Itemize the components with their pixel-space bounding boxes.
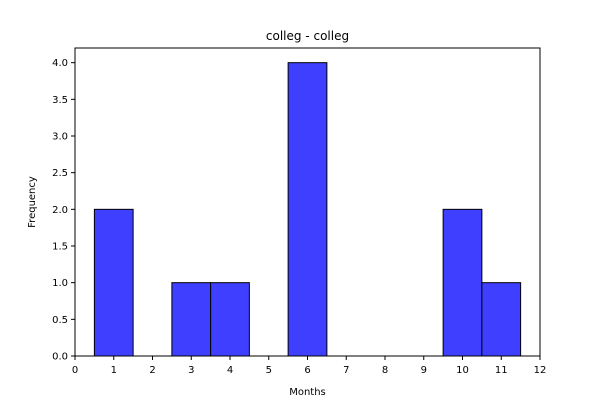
histogram-bar-3 bbox=[287, 62, 328, 357]
y-tick-label: 1.5 bbox=[52, 242, 68, 253]
y-tick-label: 3.0 bbox=[52, 132, 68, 143]
histogram-bar-2 bbox=[210, 282, 250, 357]
x-tick-label: 0 bbox=[72, 365, 78, 376]
histogram-bar-0 bbox=[93, 208, 134, 357]
x-tick-label: 6 bbox=[304, 365, 310, 376]
histogram-bar-1 bbox=[171, 282, 212, 357]
y-tick-label: 2.0 bbox=[52, 205, 68, 216]
y-tick-label: 0.5 bbox=[52, 315, 68, 326]
x-tick-label: 1 bbox=[111, 365, 117, 376]
x-tick-label: 12 bbox=[534, 365, 547, 376]
x-tick-label: 8 bbox=[382, 365, 388, 376]
x-axis-label: Months bbox=[289, 387, 326, 398]
x-tick-label: 5 bbox=[266, 365, 272, 376]
x-tick-label: 7 bbox=[343, 365, 349, 376]
x-tick-label: 10 bbox=[456, 365, 469, 376]
x-axis-ticks: 0 1 2 3 4 5 6 7 8 9 10 11 12 bbox=[72, 356, 547, 376]
y-tick-label: 0.0 bbox=[52, 352, 68, 363]
y-tick-label: 3.5 bbox=[52, 95, 68, 106]
histogram-bar-4 bbox=[442, 208, 483, 357]
chart-title: colleg - colleg bbox=[266, 29, 349, 43]
x-tick-label: 3 bbox=[188, 365, 194, 376]
y-axis-ticks: 0.0 0.5 1.0 1.5 2.0 2.5 3.0 3.5 4.0 bbox=[52, 58, 75, 363]
x-tick-label: 9 bbox=[421, 365, 427, 376]
histogram-bar-5 bbox=[481, 282, 522, 357]
y-tick-label: 1.0 bbox=[52, 278, 68, 289]
bars-layer bbox=[93, 62, 522, 357]
x-tick-label: 2 bbox=[149, 365, 155, 376]
y-tick-label: 2.5 bbox=[52, 168, 68, 179]
x-tick-label: 11 bbox=[495, 365, 508, 376]
y-tick-label: 4.0 bbox=[52, 58, 68, 69]
y-axis-label: Frequency bbox=[27, 176, 38, 228]
x-tick-label: 4 bbox=[227, 365, 233, 376]
